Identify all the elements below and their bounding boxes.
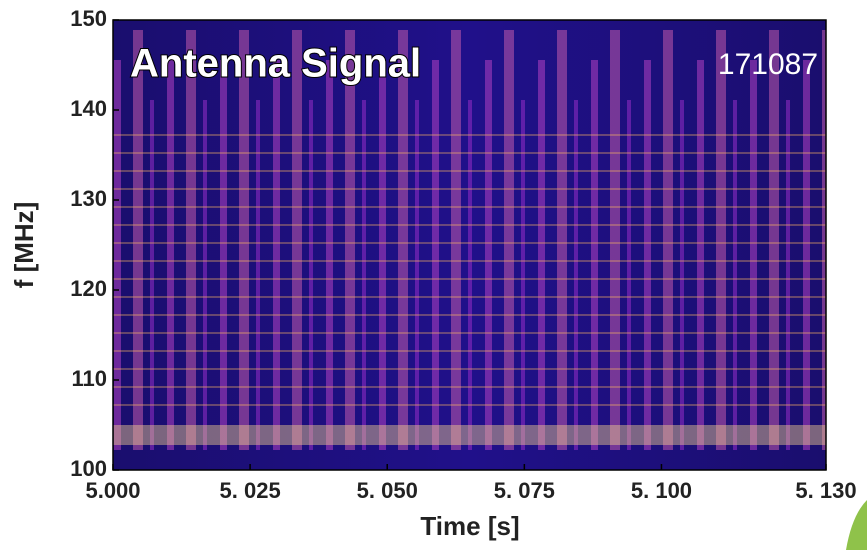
x-tick-label: 5. 050 <box>357 478 418 503</box>
y-axis-label: f [MHz] <box>9 202 39 289</box>
y-tick-label: 140 <box>70 96 107 121</box>
x-tick-label: 5. 130 <box>795 478 856 503</box>
y-tick-label: 100 <box>70 456 107 481</box>
low-band-texture <box>113 425 826 445</box>
y-tick-label: 150 <box>70 6 107 31</box>
x-tick-label: 5. 075 <box>494 478 555 503</box>
y-tick-label: 110 <box>72 366 108 391</box>
x-tick-label: 5.000 <box>85 478 140 503</box>
annotation: 171087 <box>718 48 818 81</box>
plot-frame <box>112 19 827 471</box>
y-tick-label: 130 <box>70 186 107 211</box>
y-tick-label: 120 <box>70 276 107 301</box>
x-tick-label: 5. 100 <box>631 478 692 503</box>
x-axis-label: Time [s] <box>420 511 519 541</box>
harmonic-texture <box>113 120 826 420</box>
x-tick-label: 5. 025 <box>220 478 281 503</box>
corner-leaf <box>846 500 867 550</box>
chart-title: Antenna Signal <box>130 42 421 86</box>
